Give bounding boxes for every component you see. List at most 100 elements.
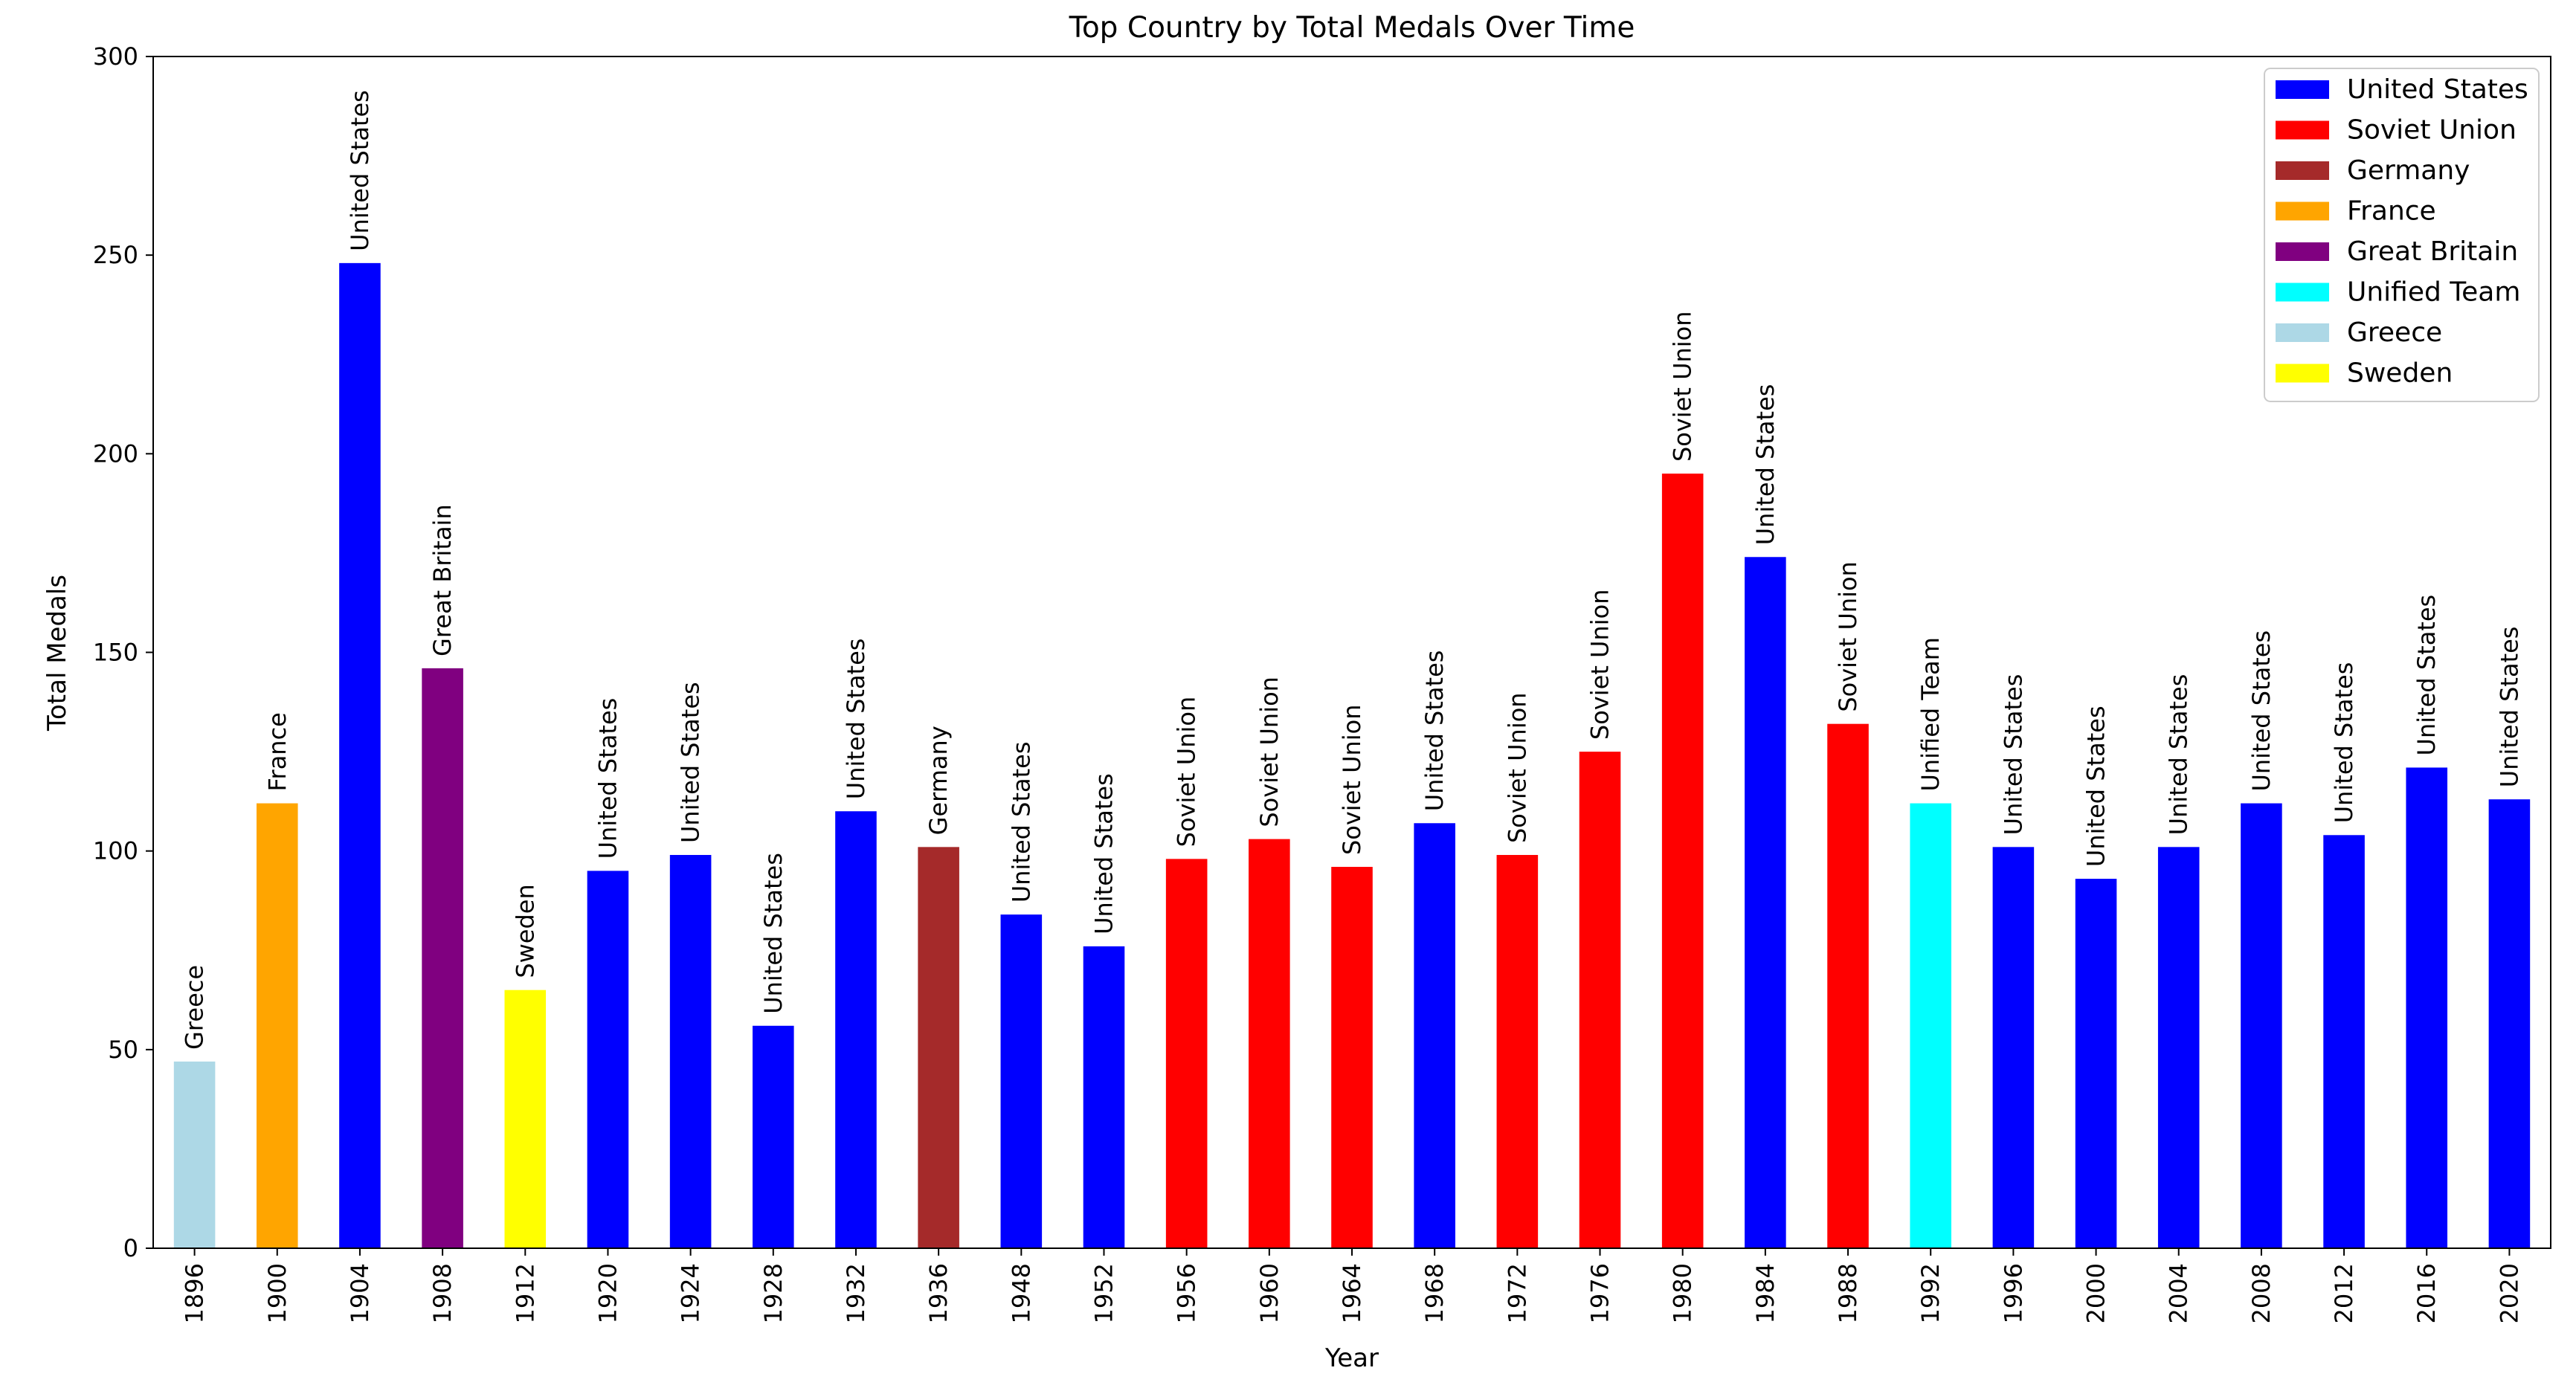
data-label-1964: Soviet Union (1338, 704, 1366, 855)
x-tick-label-1948: 1948 (1007, 1263, 1035, 1323)
bar-2004 (2157, 847, 2200, 1248)
data-label-1976: Soviet Union (1586, 590, 1614, 740)
chart-title: Top Country by Total Medals Over Time (1069, 11, 1635, 45)
data-label-1896: Greece (181, 965, 209, 1050)
data-label-1992: Unified Team (1916, 637, 1945, 792)
data-label-1956: Soviet Union (1173, 697, 1201, 848)
data-label-1924: United States (677, 682, 705, 843)
data-label-2004: United States (2165, 674, 2193, 836)
x-tick-label-1932: 1932 (842, 1263, 870, 1323)
bar-1960 (1249, 839, 1290, 1248)
bar-1948 (1000, 914, 1043, 1248)
legend-label-great-britain: Great Britain (2347, 236, 2518, 267)
data-label-1968: United States (1420, 651, 1449, 812)
y-axis: 0 50 100 150 200 250 300 (93, 42, 153, 1262)
y-tick-label-250: 250 (93, 241, 138, 269)
data-label-2016: United States (2412, 595, 2441, 756)
data-label-1948: United States (1007, 741, 1035, 903)
bar-1976 (1579, 752, 1621, 1248)
bar-1972 (1496, 855, 1539, 1248)
x-tick-label-2004: 2004 (2165, 1263, 2193, 1323)
data-label-2012: United States (2330, 662, 2358, 824)
bar-1956 (1165, 859, 1208, 1248)
data-label-1960: Soviet Union (1255, 677, 1284, 827)
x-tick-label-1972: 1972 (1503, 1263, 1531, 1323)
data-label-1988: Soviet Union (1834, 561, 1862, 712)
x-tick-label-1968: 1968 (1420, 1263, 1449, 1323)
bar-1952 (1083, 946, 1125, 1248)
x-tick-label-1956: 1956 (1173, 1263, 1201, 1323)
x-tick-label-1980: 1980 (1669, 1263, 1697, 1323)
legend-swatch-greece (2276, 323, 2329, 342)
data-label-1912: Sweden (511, 884, 539, 978)
x-tick-label-1912: 1912 (511, 1263, 539, 1323)
bar-2016 (2406, 767, 2448, 1248)
legend: United States Soviet Union Germany France Gr… (2264, 68, 2540, 402)
data-labels-group: Greece France United States Great Britain Sw… (181, 90, 2524, 1050)
x-tick-label-1896: 1896 (181, 1263, 209, 1323)
x-tick-label-1976: 1976 (1586, 1263, 1614, 1323)
bar-2000 (2075, 879, 2117, 1248)
data-label-1908: Great Britain (428, 504, 457, 656)
data-label-1932: United States (842, 639, 870, 800)
y-tick-label-50: 50 (108, 1036, 138, 1064)
bar-1988 (1827, 723, 1869, 1248)
plot-frame (152, 56, 2551, 1249)
legend-label-sweden: Sweden (2347, 358, 2453, 389)
data-label-1928: United States (759, 853, 788, 1014)
bar-1912 (504, 990, 547, 1248)
x-tick-label-1992: 1992 (1916, 1263, 1945, 1323)
data-label-1972: Soviet Union (1503, 692, 1531, 843)
data-label-2008: United States (2247, 630, 2276, 792)
legend-frame (2264, 68, 2540, 402)
bar-2012 (2323, 835, 2365, 1248)
bar-1904 (339, 262, 381, 1249)
y-tick-label-100: 100 (93, 837, 138, 865)
legend-label-france: France (2347, 196, 2436, 227)
x-tick-label-1936: 1936 (924, 1263, 953, 1323)
legend-label-greece: Greece (2347, 317, 2442, 348)
data-label-1936: Germany (924, 726, 953, 835)
x-tick-label-2012: 2012 (2330, 1263, 2358, 1323)
x-tick-label-1984: 1984 (1751, 1263, 1780, 1323)
x-tick-label-1928: 1928 (759, 1263, 788, 1323)
legend-label-united-states: United States (2347, 74, 2528, 105)
legend-items: United States Soviet Union Germany France Gr… (2276, 74, 2528, 389)
x-tick-label-1908: 1908 (428, 1263, 457, 1323)
legend-swatch-united-states (2276, 80, 2329, 99)
bar-2008 (2241, 803, 2282, 1248)
bar-1908 (422, 668, 463, 1248)
data-label-1904: United States (346, 90, 374, 251)
x-tick-label-1904: 1904 (346, 1263, 374, 1323)
data-label-1900: France (263, 712, 292, 791)
y-tick-label-300: 300 (93, 42, 138, 71)
bar-1936 (918, 847, 959, 1248)
data-label-1952: United States (1089, 773, 1118, 935)
legend-swatch-sweden (2276, 364, 2329, 383)
legend-swatch-soviet-union (2276, 120, 2329, 140)
x-tick-label-2020: 2020 (2495, 1263, 2523, 1323)
legend-label-germany: Germany (2347, 155, 2470, 186)
bar-1896 (173, 1061, 216, 1248)
legend-swatch-germany (2276, 161, 2329, 180)
bar-1980 (1661, 474, 1704, 1248)
x-tick-label-1988: 1988 (1834, 1263, 1862, 1323)
x-axis: 1896 1900 1904 1908 1912 1920 1924 1928 1932 1936… (181, 1248, 2523, 1323)
bar-1900 (256, 803, 298, 1248)
data-label-2000: United States (2082, 706, 2110, 867)
bar-1928 (753, 1025, 794, 1248)
bar-1992 (1910, 803, 1951, 1248)
y-tick-label-200: 200 (93, 439, 138, 468)
x-tick-label-1964: 1964 (1338, 1263, 1366, 1323)
bar-1968 (1414, 823, 1455, 1248)
legend-swatch-unified-team (2276, 283, 2329, 302)
bar-1984 (1745, 557, 1786, 1248)
bar-1964 (1331, 867, 1373, 1248)
x-tick-label-2000: 2000 (2082, 1263, 2110, 1323)
bar-1924 (669, 855, 712, 1248)
x-tick-label-2016: 2016 (2412, 1263, 2441, 1323)
y-tick-label-150: 150 (93, 639, 138, 667)
x-tick-label-2008: 2008 (2247, 1263, 2276, 1323)
